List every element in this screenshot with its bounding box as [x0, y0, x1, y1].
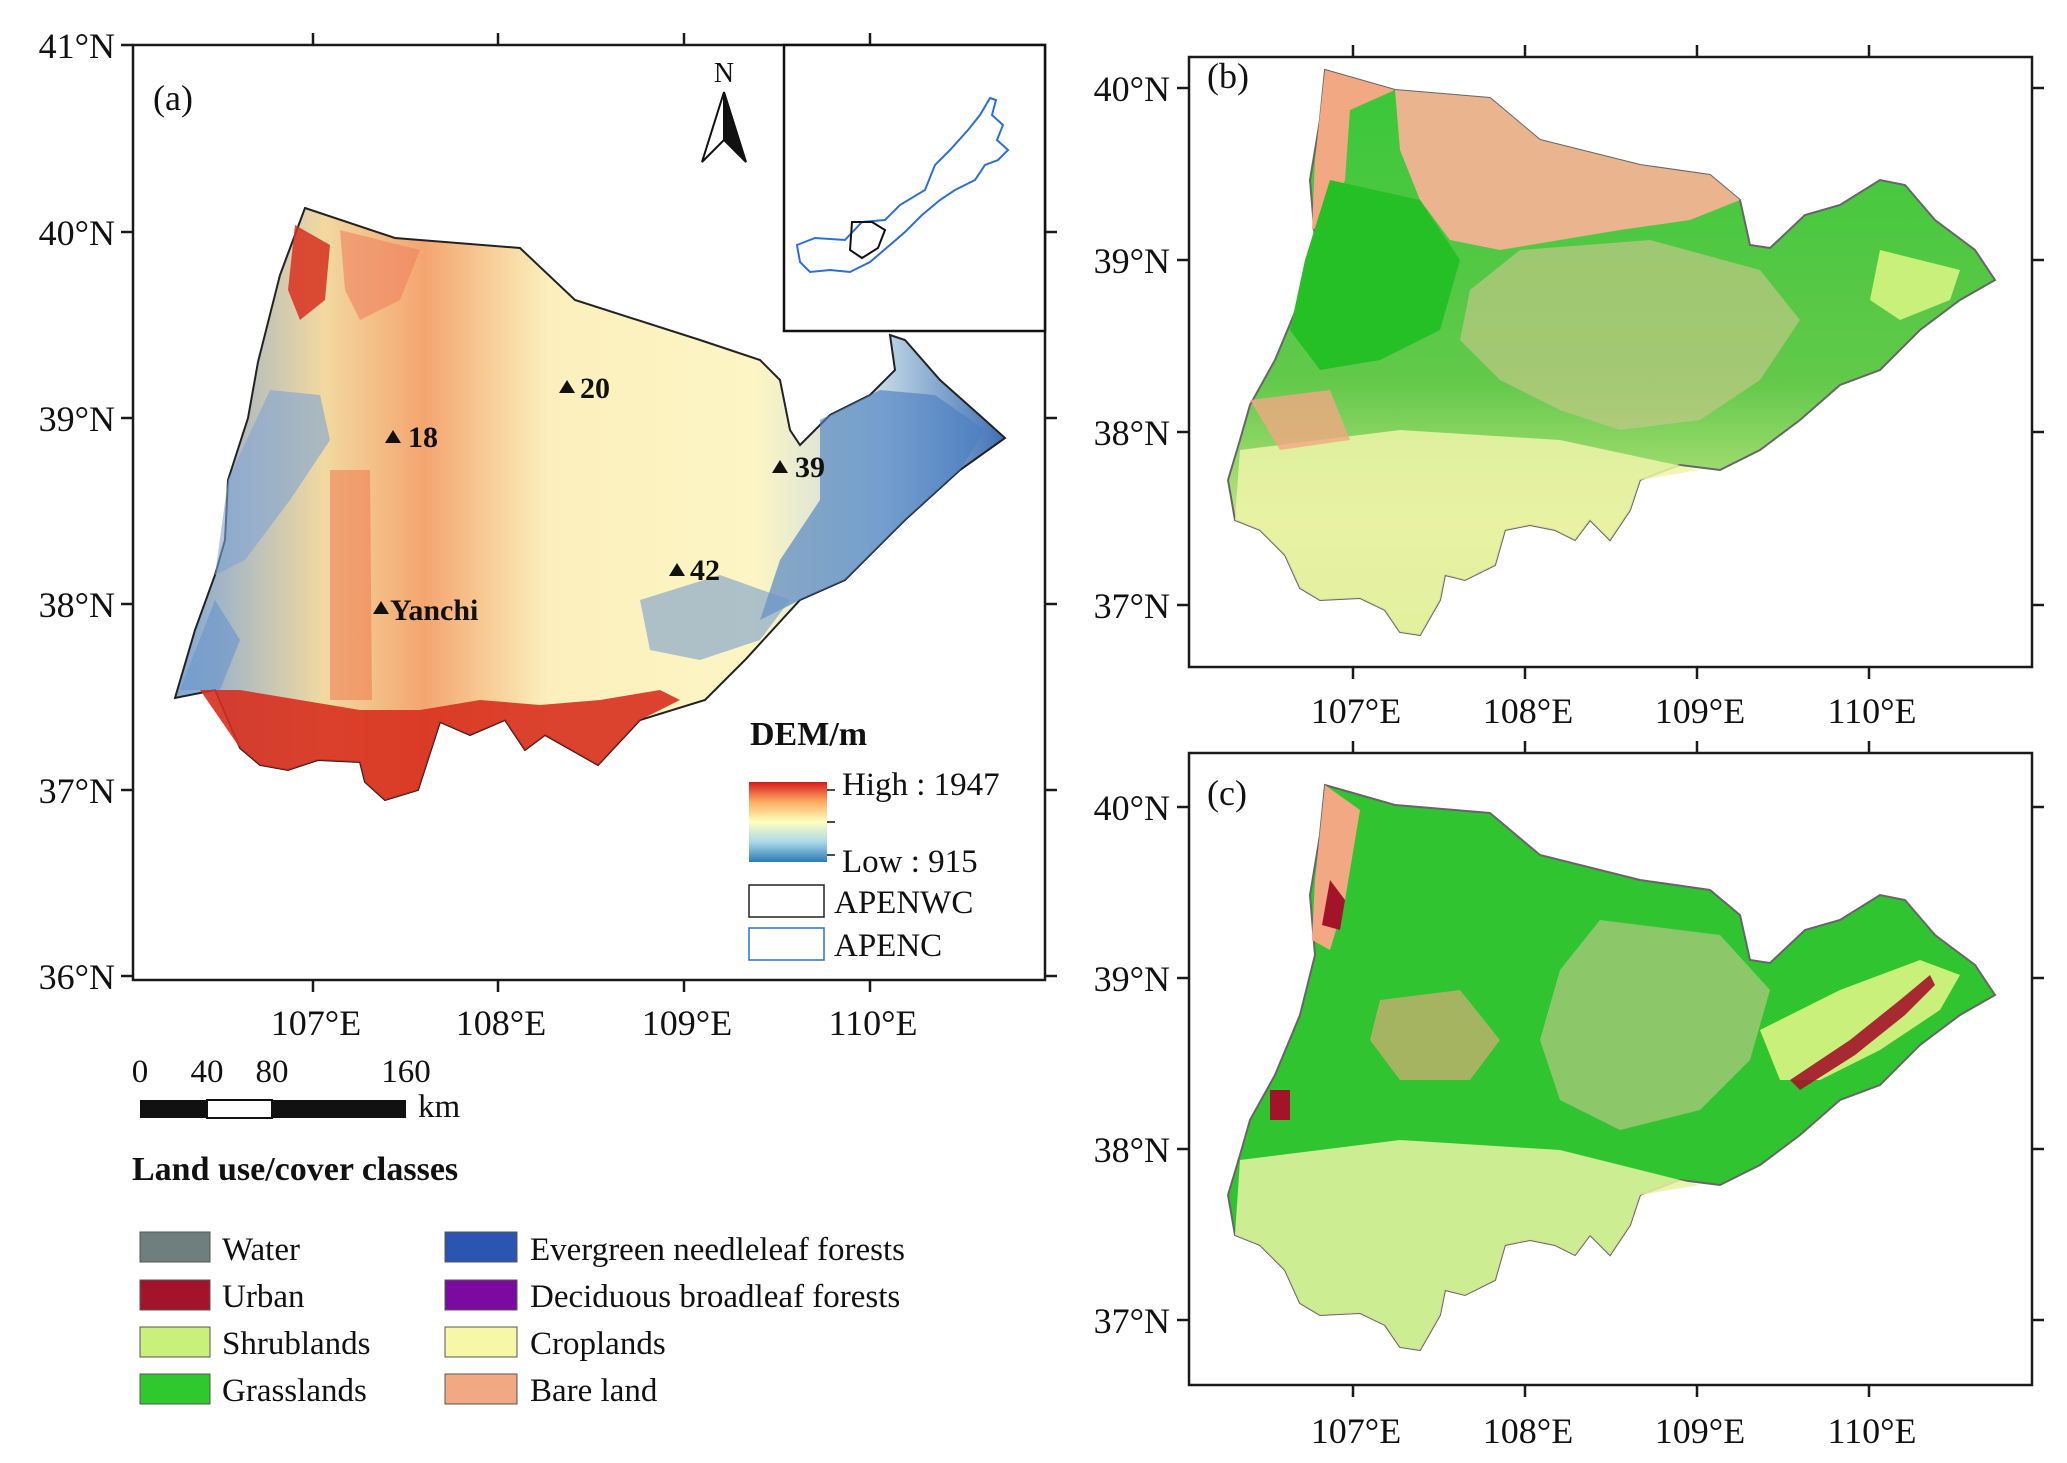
station-label: 39 [795, 451, 825, 484]
apenc-swatch [748, 927, 825, 961]
legend-swatch-deciduous-broadleaf [444, 1279, 518, 1311]
panel-c-lon-label: 107°E [1311, 1411, 1401, 1451]
panel-a-lat-label: 39°N [39, 399, 115, 439]
legend-label-bare-land: Bare land [530, 1373, 658, 1409]
panel-b-lat-label: 40°N [1094, 69, 1170, 109]
apenc-label: APENC [834, 928, 942, 964]
panel-a-lat-ticks-right [1045, 230, 1057, 978]
station-label: Yanchi [390, 594, 478, 627]
panel-a-lon-label: 109°E [642, 1003, 732, 1043]
panel-a-lat-label: 41°N [39, 26, 115, 66]
panel-b-lat-label: 38°N [1094, 413, 1170, 453]
legend-label-evergreen-needleleaf: Evergreen needleleaf forests [530, 1232, 905, 1268]
panel-c-lat-label: 39°N [1094, 959, 1170, 999]
panel-a-lat-label: 37°N [39, 771, 115, 811]
scale-label: 160 [381, 1054, 431, 1090]
inset-frame [782, 43, 1047, 333]
scale-label: 0 [132, 1054, 149, 1090]
station-triangle [772, 460, 788, 473]
legend-label-shrublands: Shrublands [222, 1326, 371, 1362]
station-label: 20 [580, 372, 610, 405]
landcover-legend-title: Land use/cover classes [132, 1151, 458, 1188]
station-triangle [373, 601, 389, 614]
apenwc-label: APENWC [834, 885, 973, 921]
panel-c-lat-label: 38°N [1094, 1130, 1170, 1170]
legend-swatch-evergreen-needleleaf [444, 1231, 518, 1263]
legend-swatch-bare-land [444, 1373, 518, 1405]
panel-a-lon-label: 110°E [828, 1003, 917, 1043]
scale-label: 80 [256, 1054, 289, 1090]
dem-colorbar [749, 782, 827, 862]
north-arrow-icon: N [701, 58, 747, 163]
dem-low-label: Low : 915 [842, 844, 978, 880]
legend-label-grasslands: Grasslands [222, 1373, 367, 1409]
legend-label-croplands: Croplands [530, 1326, 666, 1362]
inset-map [782, 43, 1047, 333]
legend-swatch-croplands [444, 1326, 518, 1358]
panel-a-frame [131, 43, 1047, 982]
legend-swatch-water [139, 1231, 211, 1263]
panel-b-lon-label: 107°E [1311, 691, 1401, 731]
panel-b-ticks [1177, 45, 2044, 679]
panel-a: 41°N 40°N 39°N 38°N 37°N 36°N 107°E 108°… [39, 26, 1057, 1043]
scale-label: 40 [191, 1054, 224, 1090]
panel-c-lon-label: 109°E [1655, 1411, 1745, 1451]
station-triangle [385, 430, 401, 443]
legend-swatch-urban [139, 1279, 211, 1311]
station-label: 18 [408, 421, 438, 454]
panel-c: 40°N 39°N 38°N 37°N 107°E 108°E 109°E 11… [1094, 741, 2044, 1451]
panel-b-lat-label: 39°N [1094, 241, 1170, 281]
legend-label-urban: Urban [222, 1279, 304, 1315]
panel-b-lon-label: 109°E [1655, 691, 1745, 731]
panel-c-frame [1187, 751, 2034, 1387]
panel-a-lat-label: 36°N [39, 957, 115, 997]
dem-legend-title: DEM/m [750, 716, 867, 753]
dem-legend: DEM/m High : 1947 Low : 915 APENWC APENC [748, 716, 1000, 964]
panel-b-lat-label: 37°N [1094, 586, 1170, 626]
panel-c-label: (c) [1207, 773, 1247, 813]
panel-a-lat-label: 38°N [39, 585, 115, 625]
scale-bar: 0 40 80 160 km [132, 1054, 461, 1125]
station-triangle [559, 380, 575, 393]
dem-high-label: High : 1947 [842, 767, 1000, 803]
panel-a-lon-ticks [311, 33, 872, 992]
dem-map [173, 206, 1007, 802]
panel-a-lon-label: 107°E [271, 1003, 361, 1043]
panel-a-lat-label: 40°N [39, 213, 115, 253]
panel-c-ticks [1177, 741, 2044, 1397]
apenwc-outline [848, 221, 887, 260]
legend-label-water: Water [222, 1232, 300, 1268]
panel-b-label: (b) [1207, 56, 1249, 96]
station-markers: 20 18 39 42 Yanchi [373, 372, 825, 627]
panel-c-lon-label: 110°E [1827, 1411, 1916, 1451]
scale-unit: km [418, 1089, 461, 1125]
station-triangle [669, 563, 685, 576]
apenc-outline [795, 96, 1010, 274]
panel-b-lon-label: 108°E [1483, 691, 1573, 731]
panel-b: 40°N 39°N 38°N 37°N 107°E 108°E 109°E 11… [1094, 45, 2044, 731]
panel-a-label: (a) [153, 78, 193, 118]
north-arrow-letter: N [714, 58, 734, 89]
apenwc-swatch [748, 884, 825, 918]
landcover-map-c [1226, 783, 1997, 1352]
panel-b-frame [1187, 55, 2034, 669]
station-label: 42 [690, 554, 720, 587]
landcover-legend: Land use/cover classes Water Urban Shrub… [132, 1151, 905, 1409]
panel-c-lat-label: 40°N [1094, 788, 1170, 828]
panel-c-lon-label: 108°E [1483, 1411, 1573, 1451]
panel-a-lon-label: 108°E [456, 1003, 546, 1043]
legend-swatch-grasslands [139, 1373, 211, 1405]
panel-b-lon-label: 110°E [1827, 691, 1916, 731]
panel-a-lat-ticks-left [121, 43, 133, 978]
panel-c-lat-label: 37°N [1094, 1301, 1170, 1341]
landcover-map-b [1226, 68, 1997, 637]
legend-swatch-shrublands [139, 1326, 211, 1358]
legend-label-deciduous-broadleaf: Deciduous broadleaf forests [530, 1279, 900, 1315]
